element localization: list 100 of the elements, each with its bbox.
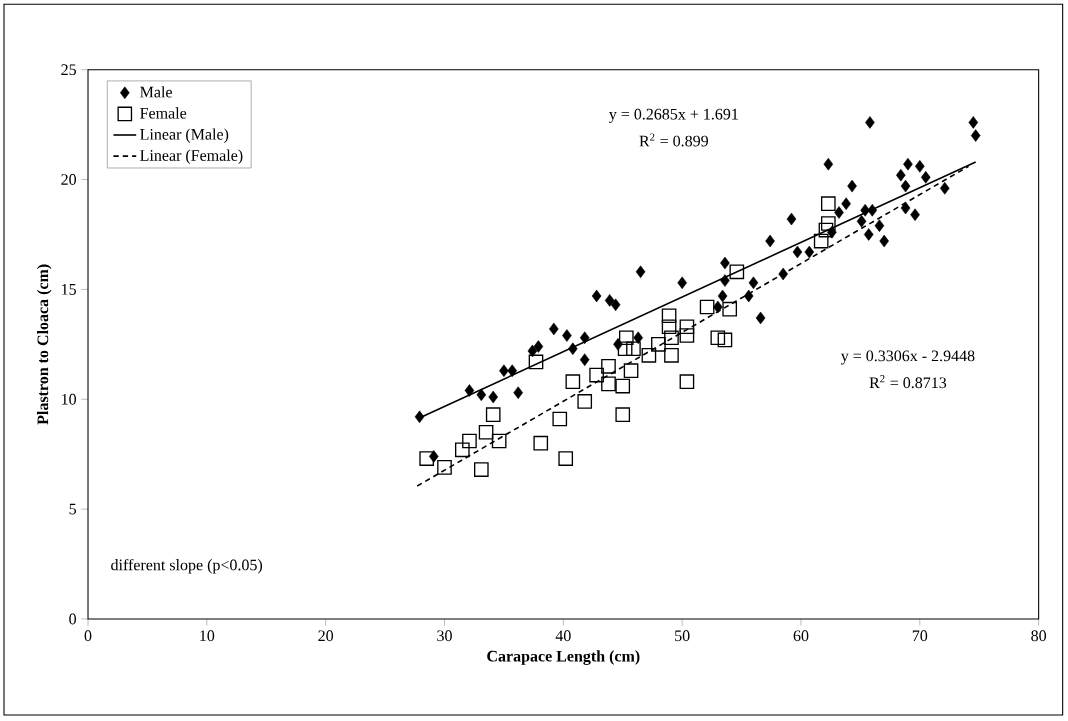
point: [661, 319, 677, 335]
point: [679, 374, 695, 390]
point: [903, 157, 913, 171]
point: [641, 347, 657, 363]
legend-label: Male: [140, 86, 172, 98]
point: [699, 299, 715, 315]
point: [568, 342, 578, 355]
point: [664, 347, 679, 363]
point: [879, 234, 889, 248]
point: [820, 216, 836, 231]
point: [968, 116, 979, 129]
point: [533, 340, 544, 353]
point: [865, 116, 875, 129]
point: [765, 234, 775, 248]
x-tick-label: 80: [1031, 630, 1047, 642]
x-tick-label: 30: [437, 630, 452, 642]
annotation: R$^{2}$ = 0.899: [639, 133, 709, 147]
annotation: R$^{2}$ = 0.8713: [869, 375, 947, 389]
point: [414, 410, 425, 424]
point: [778, 267, 788, 281]
point: [820, 196, 836, 212]
point: [513, 386, 523, 399]
point: [834, 206, 844, 219]
point: [476, 388, 487, 402]
y-tick-label: 25: [61, 64, 77, 76]
point: [813, 233, 829, 249]
y-tick-label: 10: [62, 393, 77, 405]
point: [920, 171, 931, 184]
point: [491, 433, 507, 449]
point: [507, 364, 517, 377]
point: [841, 197, 851, 210]
point: [679, 319, 695, 335]
point: [677, 276, 687, 290]
point: [485, 407, 501, 422]
annotation: y = 0.3306x - 2.9448: [840, 350, 975, 365]
point: [818, 222, 834, 238]
point: [591, 289, 602, 303]
point: [867, 204, 878, 217]
point: [743, 289, 754, 303]
point: [478, 424, 494, 440]
point: [729, 264, 745, 280]
point: [464, 384, 475, 397]
point: [717, 289, 728, 303]
y-tick-label: 15: [62, 284, 77, 295]
x-tick-label: 50: [675, 630, 690, 642]
point: [533, 435, 549, 451]
point: [462, 433, 477, 449]
x-tick-label: 0: [84, 630, 92, 642]
point: [874, 219, 885, 232]
point: [863, 228, 874, 241]
point: [940, 182, 950, 195]
point: [589, 367, 604, 383]
point: [549, 322, 559, 336]
y-tick-label: 5: [69, 503, 77, 515]
point: [565, 374, 581, 390]
point: [755, 311, 766, 325]
point: [970, 129, 981, 142]
point: [713, 300, 723, 314]
point: [626, 341, 641, 357]
point: [601, 358, 616, 374]
point: [454, 442, 470, 458]
point: [896, 168, 906, 182]
point: [562, 329, 572, 342]
point: [900, 179, 911, 193]
annotation: y = 0.2685x + 1.691: [609, 108, 738, 123]
point: [722, 301, 738, 317]
point: [748, 276, 759, 290]
point: [786, 212, 797, 226]
x-tick-label: 40: [555, 630, 571, 642]
legend-label: Linear (Male): [140, 128, 229, 143]
legend-label: Linear (Female): [140, 149, 243, 165]
point: [615, 378, 631, 394]
point: [615, 407, 631, 422]
point: [635, 265, 646, 279]
point: [679, 328, 695, 343]
y-tick-label: 20: [61, 174, 77, 185]
annotation: different slope (p<0.05): [111, 558, 263, 574]
point: [720, 274, 730, 287]
point: [823, 157, 834, 171]
point: [717, 332, 733, 348]
point: [651, 336, 666, 352]
point: [528, 354, 544, 370]
point: [910, 208, 920, 221]
x-tick-label: 10: [200, 630, 215, 642]
point: [419, 451, 435, 466]
point: [915, 160, 925, 173]
y-axis-title: Plastron to Cloaca (cm): [36, 264, 52, 425]
point: [601, 376, 616, 392]
point: [792, 245, 803, 259]
legend-label: Female: [140, 107, 187, 119]
point: [661, 308, 677, 324]
point: [558, 451, 574, 466]
point: [499, 364, 509, 377]
y-tick-label: 0: [69, 613, 77, 625]
point: [579, 331, 590, 344]
point: [618, 330, 634, 346]
point: [604, 294, 615, 307]
point: [856, 215, 867, 228]
point: [488, 390, 498, 404]
x-axis-title: Carapace Length (cm): [487, 650, 640, 665]
